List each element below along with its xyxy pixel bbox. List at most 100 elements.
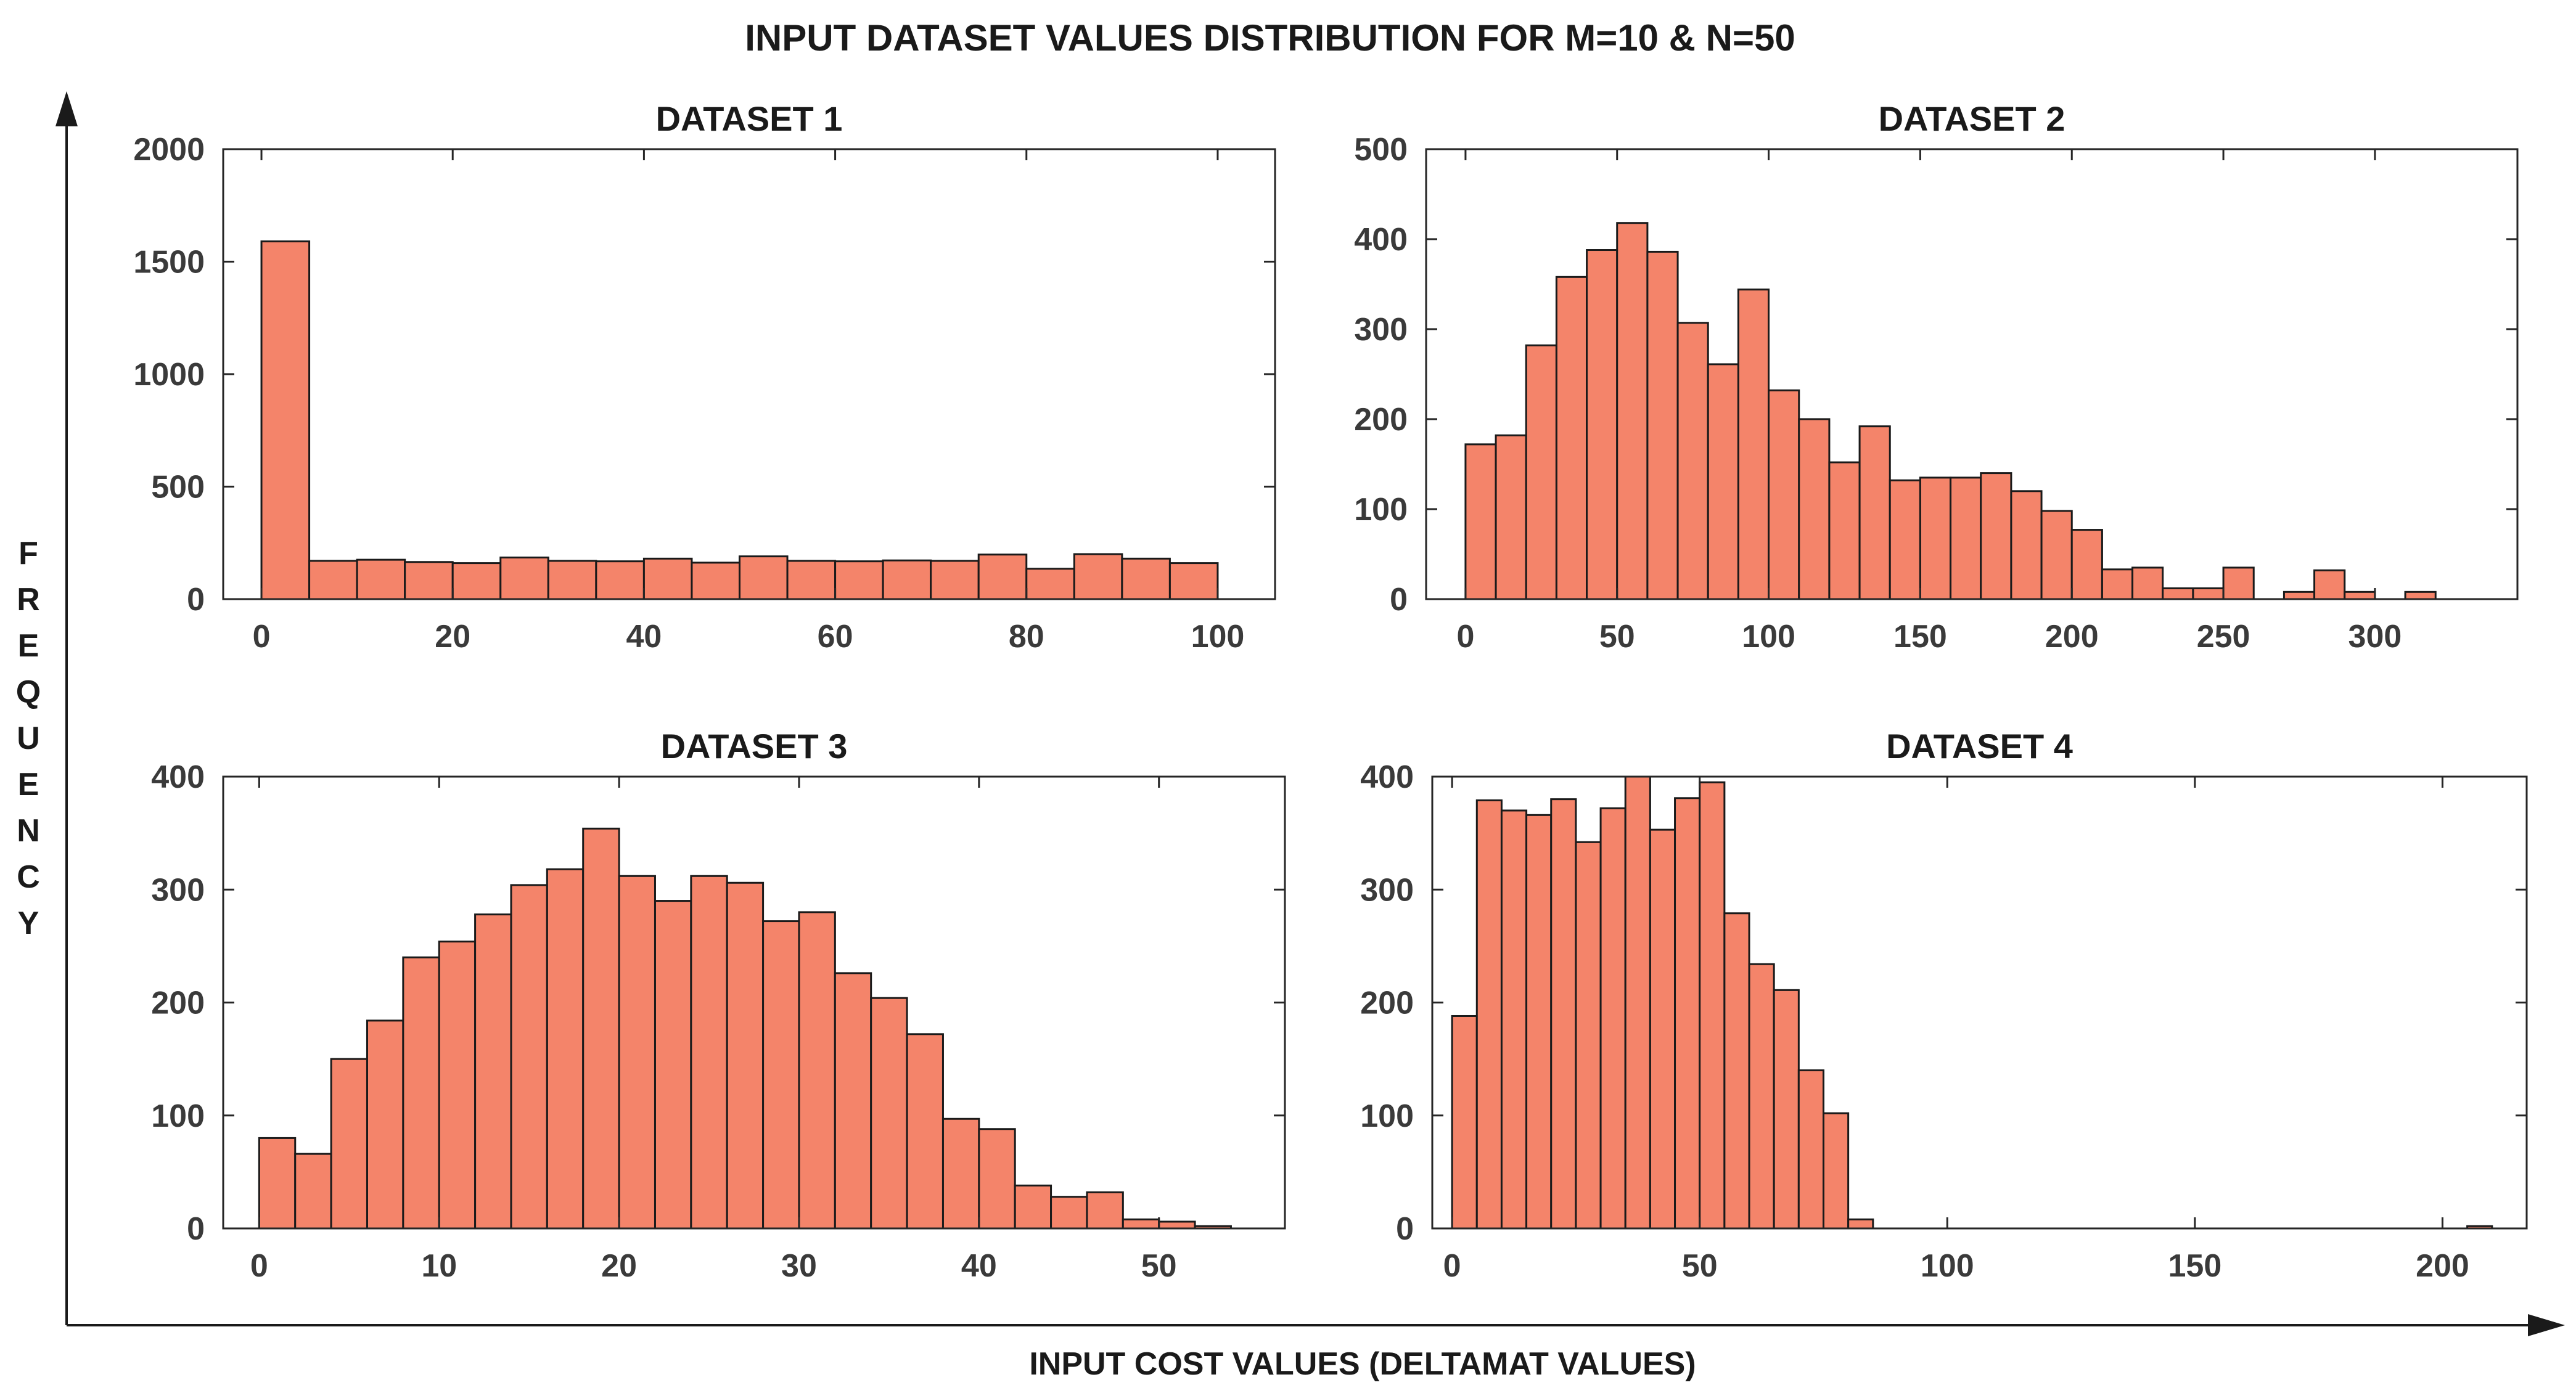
histogram-bar: [2313, 569, 2346, 600]
y-tick-label: 0: [187, 582, 205, 618]
histogram-bar: [1674, 797, 1701, 1230]
histogram-bar: [1676, 322, 1709, 600]
histogram-bar: [451, 562, 502, 600]
histogram-bar: [1797, 1069, 1825, 1230]
y-axis-arrow: [55, 91, 78, 1325]
y-axis-title-letter: N: [17, 813, 40, 849]
histogram-bar: [762, 920, 800, 1230]
y-tick-label: 400: [151, 759, 205, 795]
histogram-bar: [1847, 1218, 1874, 1230]
x-tick-label: 150: [1893, 619, 1947, 655]
x-tick-label: 40: [626, 619, 662, 655]
histogram-bar: [1599, 807, 1626, 1230]
y-tick-label: 200: [1360, 986, 1414, 1021]
x-tick-label: 250: [2197, 619, 2250, 655]
histogram-bar: [882, 559, 932, 600]
histogram-bar: [1773, 989, 1800, 1230]
histogram-bar: [798, 911, 836, 1230]
histogram-bar: [738, 555, 789, 600]
histogram-bar: [404, 561, 454, 600]
subplot-title: DATASET 3: [661, 727, 848, 766]
subplot-title: DATASET 2: [1879, 99, 2065, 138]
x-tick-label: 50: [1682, 1248, 1718, 1284]
histogram-bar: [546, 868, 585, 1230]
histogram-bar: [834, 972, 872, 1230]
y-tick-label: 0: [187, 1211, 205, 1247]
histogram-bar: [595, 560, 645, 600]
histogram-bar: [2040, 510, 2073, 600]
histogram-bar: [2283, 590, 2316, 600]
histogram-bar: [1014, 1184, 1052, 1230]
histogram-bar: [1122, 1218, 1160, 1230]
histogram-bar: [1475, 799, 1503, 1230]
x-axis-arrow: [67, 1314, 2565, 1336]
histogram-bar: [402, 956, 440, 1230]
x-tick-label: 0: [1443, 1248, 1461, 1284]
y-axis-title-letter: E: [18, 767, 39, 803]
histogram-bar: [2162, 587, 2194, 600]
histogram-bar: [691, 562, 740, 600]
histogram-bar: [1768, 389, 1800, 600]
histogram-bar: [474, 913, 512, 1230]
histogram-bar: [1451, 1015, 1478, 1230]
histogram-bar: [2222, 566, 2255, 600]
histogram-bar: [941, 1117, 980, 1230]
histogram-bar: [2344, 590, 2376, 600]
histogram-bar: [1158, 1220, 1196, 1230]
histogram-bar: [1624, 775, 1651, 1230]
y-tick-label: 500: [1354, 132, 1408, 168]
histogram-bar: [870, 997, 908, 1230]
y-tick-label: 1500: [133, 245, 205, 280]
histogram-bar: [1737, 288, 1770, 600]
histogram-bar: [2192, 587, 2225, 600]
y-tick-label: 100: [151, 1098, 205, 1134]
histogram-bar: [2131, 566, 2164, 600]
histogram-bar: [1073, 553, 1123, 600]
histogram-bar: [1723, 912, 1750, 1230]
histogram-bar: [1525, 344, 1557, 600]
histogram-bar: [1649, 828, 1676, 1230]
histogram-bar: [582, 827, 620, 1230]
histogram-bar: [786, 560, 837, 600]
histogram-bar: [690, 875, 728, 1230]
x-tick-label: 50: [1141, 1248, 1177, 1284]
y-tick-label: 0: [1390, 582, 1408, 618]
histogram-bar: [2404, 590, 2437, 600]
x-tick-label: 80: [1009, 619, 1044, 655]
histogram-bar: [1858, 425, 1891, 600]
x-tick-label: 0: [1456, 619, 1474, 655]
x-tick-label: 60: [818, 619, 853, 655]
x-tick-label: 200: [2045, 619, 2099, 655]
x-tick-label: 0: [250, 1248, 268, 1284]
histogram-bar: [1616, 222, 1649, 600]
histogram-bar: [366, 1019, 404, 1230]
histogram-bar: [1748, 963, 1775, 1230]
histogram-bar: [726, 881, 765, 1230]
y-tick-label: 100: [1354, 492, 1408, 528]
y-tick-label: 300: [1360, 872, 1414, 908]
x-tick-label: 300: [2348, 619, 2402, 655]
histogram-bar: [1464, 443, 1497, 600]
histogram-bar: [1889, 479, 1921, 600]
histogram-bar: [510, 884, 548, 1230]
x-tick-label: 30: [781, 1248, 817, 1284]
y-tick-label: 2000: [133, 132, 205, 168]
histogram-bar: [977, 554, 1028, 600]
y-tick-label: 300: [151, 872, 205, 908]
x-axis-title: INPUT COST VALUES (DELTAMAT VALUES): [1029, 1346, 1696, 1382]
histogram-bar: [1050, 1196, 1088, 1230]
histogram-bar: [260, 240, 311, 600]
histogram-bar: [258, 1137, 297, 1230]
histogram-bar: [834, 560, 884, 600]
histogram-bar: [1950, 476, 1982, 600]
histogram-bar: [2010, 490, 2043, 600]
y-tick-label: 400: [1354, 222, 1408, 258]
histogram-bar: [978, 1128, 1016, 1230]
histogram-bar: [294, 1153, 332, 1230]
histogram-bar: [1495, 434, 1527, 600]
y-tick-label: 200: [1354, 402, 1408, 438]
histogram-bar: [1555, 276, 1588, 600]
x-tick-label: 40: [961, 1248, 997, 1284]
subplot-title: DATASET 1: [656, 99, 843, 138]
